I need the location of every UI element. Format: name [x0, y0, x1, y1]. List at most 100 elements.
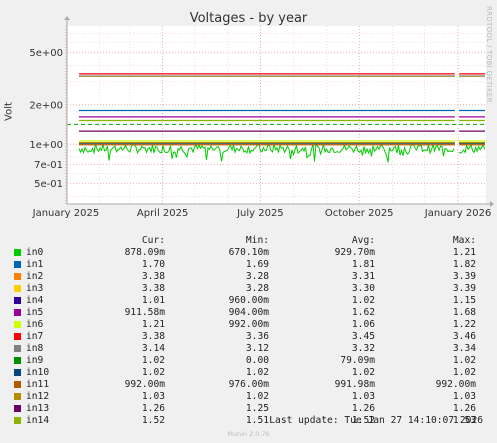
series-cur: 3.38 [141, 271, 165, 282]
series-avg: 3.31 [351, 271, 375, 282]
y-tick-label: 2e+00 [29, 100, 63, 111]
legend-swatch [14, 381, 21, 388]
series-min: 1.02 [245, 367, 269, 378]
series-avg: 1.06 [351, 319, 375, 330]
series-cur: 1.01 [141, 295, 165, 306]
series-cur: 3.14 [141, 343, 165, 354]
legend-row: in0 878.09m 670.10m 929.70m 1.21 [0, 247, 497, 259]
series-in0-line [458, 143, 486, 154]
legend-swatch [14, 297, 21, 304]
legend-swatch [14, 285, 21, 292]
legend-header: Cur: Min: Avg: Max: [0, 235, 497, 247]
series-avg: 1.26 [351, 403, 375, 414]
series-max: 1.82 [452, 259, 476, 270]
series-max: 1.22 [452, 319, 476, 330]
col-avg: Avg: [351, 235, 375, 246]
series-avg: 1.52 [351, 415, 375, 426]
series-name: in13 [26, 403, 50, 414]
series-min: 3.36 [245, 331, 269, 342]
series-cur: 1.21 [141, 319, 165, 330]
series-name: in6 [26, 319, 44, 330]
col-cur: Cur: [141, 235, 165, 246]
y-tick-label: 1e+00 [29, 140, 63, 151]
legend-swatch [14, 357, 21, 364]
x-tick-label: January 2026 [424, 208, 492, 219]
series-in0-line [78, 142, 455, 163]
munin-version: Munin 2.0.76 [227, 430, 270, 438]
series-cur: 1.03 [141, 391, 165, 402]
x-axis-arrow [490, 201, 494, 207]
series-max: 3.46 [452, 331, 476, 342]
series-avg: 1.02 [351, 295, 375, 306]
legend-row: in10 1.02 1.02 1.02 1.02 [0, 367, 497, 379]
series-cur: 992.00m [124, 379, 165, 390]
series-min: 3.12 [245, 343, 269, 354]
last-update: Last update: Tue Jan 27 14:10:07 2026 [269, 415, 483, 426]
series-name: in14 [26, 415, 50, 426]
series-max: 1.26 [452, 403, 476, 414]
series-cur: 878.09m [124, 247, 165, 258]
series-cur: 1.70 [141, 259, 165, 270]
series-min: 670.10m [228, 247, 269, 258]
legend-row: in4 1.01 960.00m 1.02 1.15 [0, 295, 497, 307]
series-name: in9 [26, 355, 44, 366]
legend-row: in5 911.58m 904.00m 1.62 1.68 [0, 307, 497, 319]
y-tick-label: 5e+00 [29, 48, 63, 59]
series-avg: 929.70m [334, 247, 375, 258]
rrdtool-credit: RRDTOOL / TOBI OETIKER [485, 6, 493, 103]
series-name: in2 [26, 271, 44, 282]
col-max: Max: [452, 235, 476, 246]
y-tick-label: 5e-01 [34, 179, 63, 190]
series-avg: 1.03 [351, 391, 375, 402]
series-min: 992.00m [228, 319, 269, 330]
legend-swatch [14, 333, 21, 340]
series-min: 0.00 [245, 355, 269, 366]
series-avg: 3.45 [351, 331, 375, 342]
legend-row: in14 1.52 1.51 1.52 1.53 [0, 415, 497, 427]
legend-table: Cur: Min: Avg: Max: in0 878.09m 670.10m 929… [0, 235, 497, 427]
legend-row: in9 1.02 0.00 79.09m 1.02 [0, 355, 497, 367]
legend-swatch [14, 309, 21, 316]
series-avg: 1.62 [351, 307, 375, 318]
series-max: 1.15 [452, 295, 476, 306]
legend-row: in6 1.21 992.00m 1.06 1.22 [0, 319, 497, 331]
series-max: 3.39 [452, 271, 476, 282]
series-name: in3 [26, 283, 44, 294]
series-max: 992.00m [435, 379, 476, 390]
series-max: 1.03 [452, 391, 476, 402]
series-min: 1.69 [245, 259, 269, 270]
series-min: 1.51 [245, 415, 269, 426]
series-avg: 991.98m [334, 379, 375, 390]
series-avg: 1.81 [351, 259, 375, 270]
series-avg: 3.30 [351, 283, 375, 294]
series-cur: 3.38 [141, 331, 165, 342]
plot-area [67, 26, 486, 204]
legend-swatch [14, 261, 21, 268]
y-axis-arrow [64, 16, 70, 20]
legend-swatch [14, 369, 21, 376]
legend-swatch [14, 321, 21, 328]
series-avg: 3.32 [351, 343, 375, 354]
legend-swatch [14, 249, 21, 256]
series-name: in7 [26, 331, 44, 342]
y-tick-label: 7e-01 [34, 160, 63, 171]
legend-row: in2 3.38 3.28 3.31 3.39 [0, 271, 497, 283]
x-tick-label: January 2025 [32, 208, 100, 219]
series-name: in1 [26, 259, 44, 270]
series-cur: 3.38 [141, 283, 165, 294]
legend-swatch [14, 417, 21, 424]
x-tick-label: July 2025 [236, 208, 284, 219]
x-tick-label: October 2025 [325, 208, 394, 219]
series-min: 976.00m [228, 379, 269, 390]
legend-swatch [14, 405, 21, 412]
series-min: 960.00m [228, 295, 269, 306]
series-name: in10 [26, 367, 50, 378]
legend-swatch [14, 393, 21, 400]
series-cur: 1.02 [141, 367, 165, 378]
series-avg: 79.09m [340, 355, 375, 366]
series-name: in0 [26, 247, 44, 258]
legend-row: in8 3.14 3.12 3.32 3.34 [0, 343, 497, 355]
series-name: in4 [26, 295, 44, 306]
series-min: 1.25 [245, 403, 269, 414]
legend-row: in1 1.70 1.69 1.81 1.82 [0, 259, 497, 271]
